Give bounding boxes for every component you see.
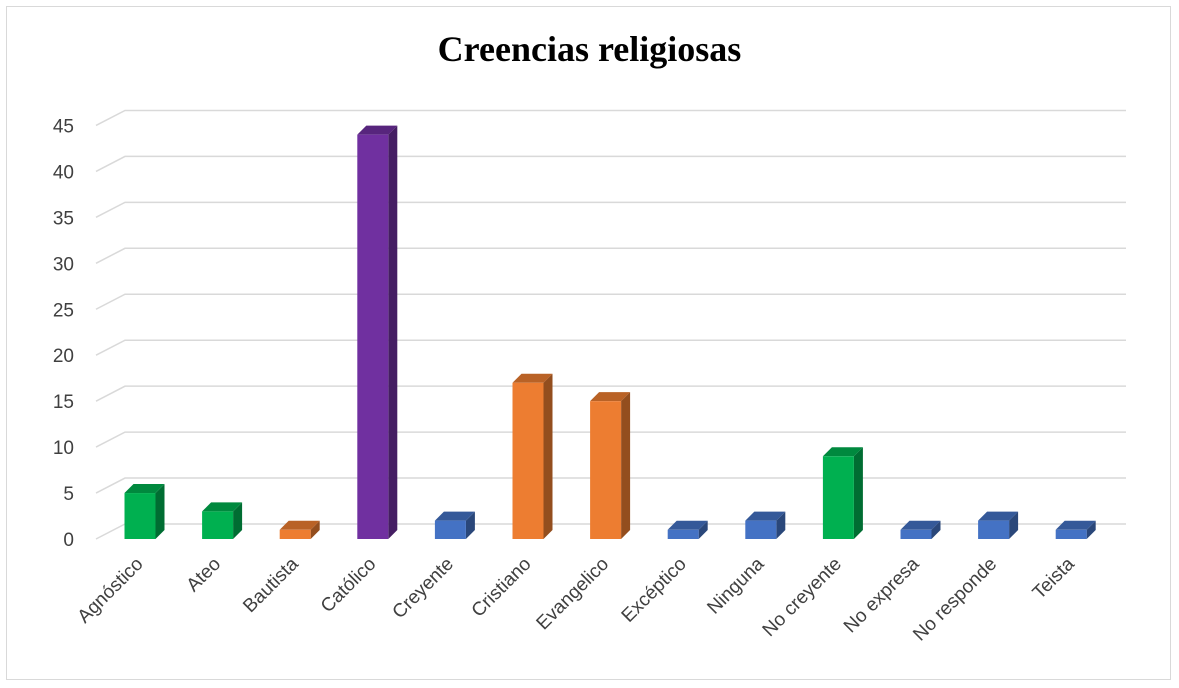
bar-side [853,447,863,539]
gridline [95,109,1126,127]
bar-side [310,520,320,539]
y-tick-label: 30 [53,254,74,275]
bar [667,520,708,539]
x-tick-label: Creyente [389,554,458,623]
bar-top [1055,520,1096,530]
bar-side [1009,511,1019,539]
x-tick-label: Ateo [183,554,225,596]
bar-front [434,520,466,539]
bar-top [357,125,398,135]
bar-front [590,401,622,539]
x-tick-label: Teista [1029,553,1079,603]
y-axis-ticks: 0 5 10 15 20 25 30 35 40 45 [53,116,74,551]
gridlines [95,109,1126,540]
x-tick-label: No expresa [840,553,924,637]
bar-side [543,373,553,539]
chart-title: Creencias religiosas [437,29,742,69]
bar [590,392,631,539]
bar-top [124,484,165,494]
bar [202,502,243,539]
bar-side [621,392,631,539]
bar-front [357,134,389,539]
bar-side [155,484,165,539]
bars [124,125,1096,539]
y-tick-label: 20 [53,346,74,367]
bar-top [512,373,553,383]
y-tick-label: 10 [53,438,74,459]
x-tick-label: Bautista [239,553,303,617]
y-tick-label: 15 [53,392,74,413]
x-tick-label: Excéptico [618,554,691,627]
bar-top [745,511,786,521]
gridline [95,477,1126,494]
bar-front [512,382,544,539]
bar-front [822,456,854,539]
bar [279,520,320,539]
bar [900,520,941,539]
gridline [95,293,1126,310]
bar-front [279,529,311,539]
bar-side [776,511,786,539]
x-tick-label: Cristiano [468,554,536,622]
y-tick-label: 5 [63,484,74,505]
bar-front [202,511,234,539]
bar-side [931,520,941,539]
bar-top [590,392,631,402]
gridline [95,155,1126,173]
bar-front [978,520,1010,539]
bar-front [900,529,932,539]
y-tick-label: 0 [63,530,74,551]
bar-front [124,493,156,539]
gridline [95,201,1126,219]
x-tick-label: No responde [909,554,1001,646]
x-tick-label: Católico [317,554,380,617]
gridline [95,247,1126,264]
bar-top [822,447,863,457]
bar-side [388,125,398,539]
gridline [95,385,1126,402]
chart-frame [6,6,1171,680]
bar-top [279,520,320,530]
x-tick-label: Evangelico [533,554,614,635]
x-tick-label: No creyente [759,554,846,641]
bar [1055,520,1096,539]
bar-top [667,520,708,530]
bar-top [900,520,941,530]
bar-side [698,520,708,539]
gridline [95,431,1126,448]
x-axis-ticks: Agnóstico Ateo Bautista Católico Creyente Cri… [74,553,1079,645]
bar [745,511,786,539]
y-tick-label: 45 [53,116,74,137]
bar [124,484,165,539]
x-tick-label: Agnóstico [74,554,148,628]
bar-side [233,502,243,539]
bar [357,125,398,539]
y-tick-label: 25 [53,300,74,321]
gridline [95,339,1126,356]
bar [978,511,1019,539]
y-tick-label: 35 [53,208,74,229]
y-tick-label: 40 [53,162,74,183]
bar-front [667,529,699,539]
bar-front [1055,529,1087,539]
bar [822,447,863,539]
bar-top [434,511,475,521]
bar-front [745,520,777,539]
bar-top [978,511,1019,521]
bar-side [1086,520,1096,539]
bar [512,373,553,539]
bar-top [202,502,243,512]
bar [434,511,475,539]
x-tick-label: Ninguna [703,553,768,618]
bar-side [465,511,475,539]
